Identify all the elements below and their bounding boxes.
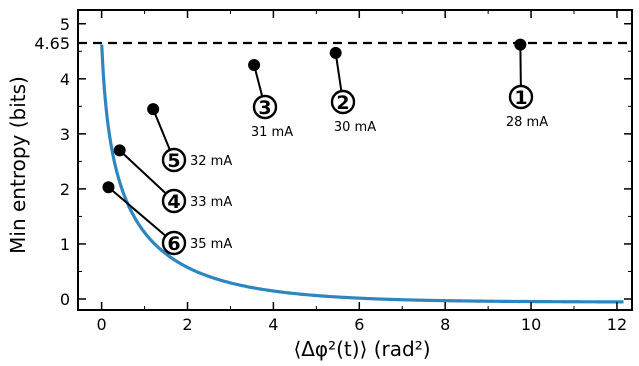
point-current-label: 28 mA (506, 115, 548, 130)
x-tick-label: 12 (607, 315, 627, 334)
point-current-label: 35 mA (190, 237, 232, 252)
point-current-label: 31 mA (251, 125, 293, 140)
curve-layer (100, 44, 624, 304)
x-tick-label: 6 (354, 315, 364, 334)
callout-circle (161, 230, 187, 256)
callout-leader (118, 149, 175, 202)
x-axis-title: ⟨Δφ²(t)⟩ (rad²) (293, 337, 430, 361)
callout-circle (508, 84, 534, 110)
data-point (329, 46, 342, 59)
callout-number: 1 (514, 87, 527, 109)
entropy-curve (100, 44, 624, 304)
data-point (113, 144, 126, 157)
data-point (514, 38, 527, 51)
points-layer: 1 28 mA 2 30 mA 3 31 mA 4 33 mA 5 32 mA 6 35 mA (102, 38, 548, 256)
callout-circle (161, 147, 187, 173)
point-current-label: 33 mA (190, 195, 232, 210)
axes-frame (77, 9, 633, 311)
point-current-label: 32 mA (190, 154, 232, 169)
y-tick-label: 3 (60, 125, 70, 144)
x-tick-label: 0 (97, 315, 107, 334)
callout-leader (107, 186, 175, 244)
y-tick-label: 0 (60, 290, 70, 309)
reference-line-label: 4.65 (34, 34, 70, 53)
callout-circle (252, 94, 278, 120)
refline-layer: 4.65 (34, 34, 632, 53)
y-tick-label: 5 (60, 15, 70, 34)
x-tick-label: 8 (440, 315, 450, 334)
data-point (147, 103, 160, 116)
data-point (102, 181, 115, 194)
callout-number: 4 (167, 191, 180, 213)
callout-circle (330, 89, 356, 115)
callout-number: 3 (258, 97, 271, 119)
callout-number: 2 (336, 92, 349, 114)
callout-number: 6 (167, 233, 180, 255)
x-tick-label: 2 (182, 315, 192, 334)
callout-number: 5 (167, 150, 180, 172)
callout-circle (161, 188, 187, 214)
x-tick-label: 10 (521, 315, 541, 334)
y-tick-label: 1 (60, 235, 70, 254)
y-tick-label: 2 (60, 180, 70, 199)
x-tick-label: 4 (268, 315, 278, 334)
data-point (248, 59, 261, 72)
y-axis-title: Min entropy (bits) (6, 76, 30, 254)
plot-frame (77, 9, 633, 311)
y-tick-label: 4 (60, 70, 70, 89)
point-current-label: 30 mA (334, 120, 376, 135)
